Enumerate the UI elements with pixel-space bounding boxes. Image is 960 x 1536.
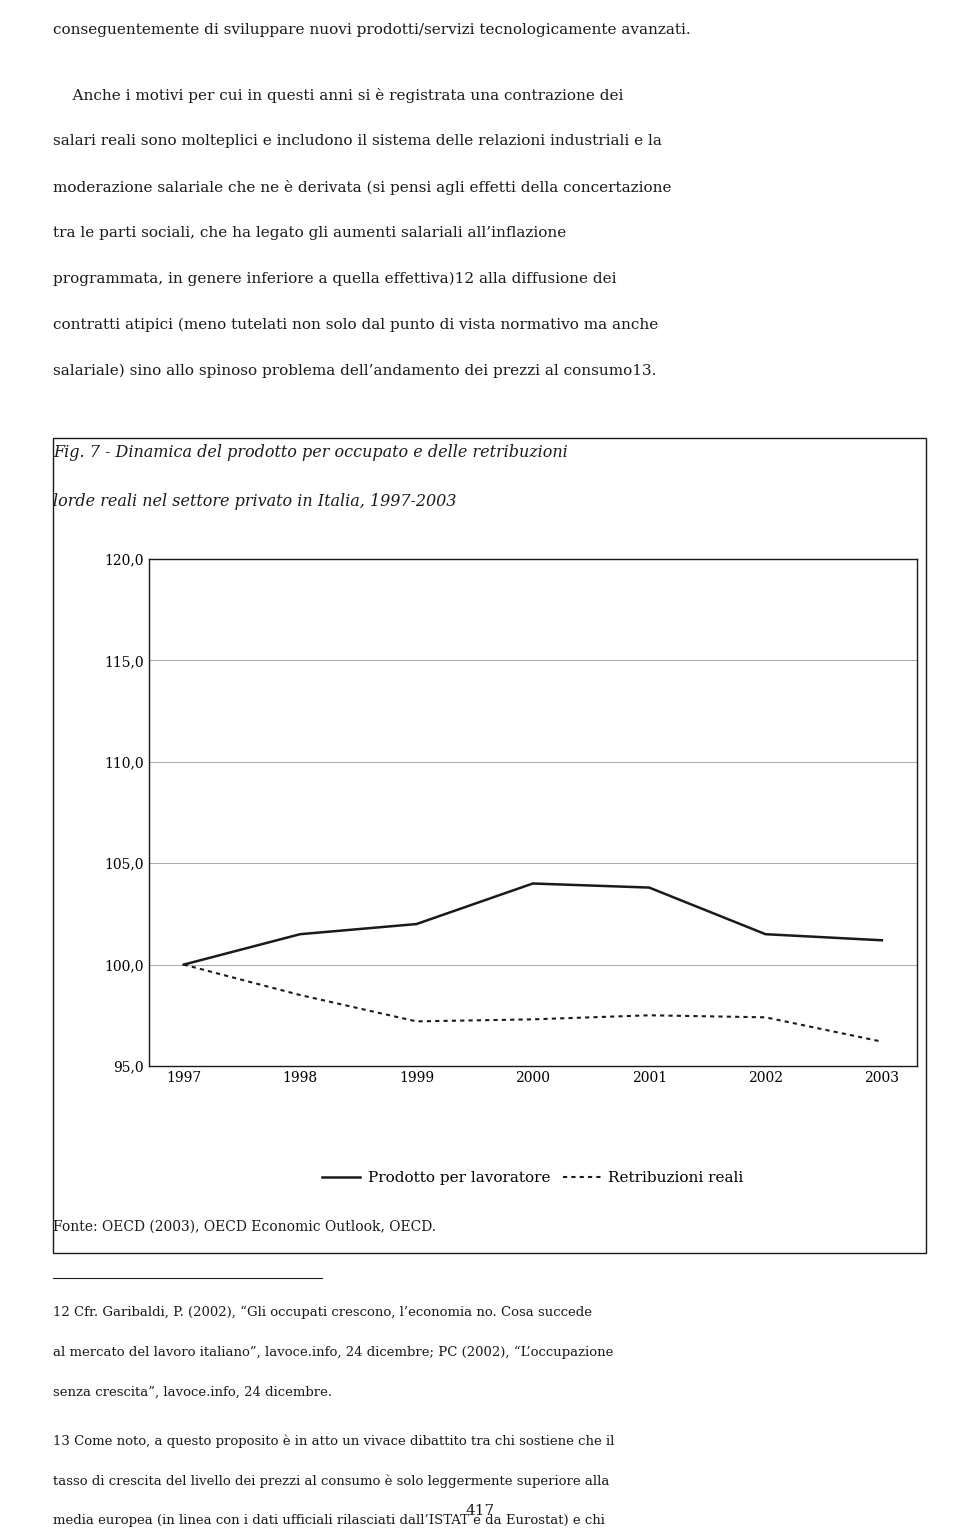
Text: moderazione salariale che ne è derivata (si pensi agli effetti della concertazio: moderazione salariale che ne è derivata … [53,180,671,195]
Text: programmata, in genere inferiore a quella effettiva)12 alla diffusione dei: programmata, in genere inferiore a quell… [53,272,616,286]
Text: media europea (in linea con i dati ufficiali rilasciati dall’ISTAT e da Eurostat: media europea (in linea con i dati uffic… [53,1514,605,1527]
Text: al mercato del lavoro italiano”, lavoce.info, 24 dicembre; PC (2002), “L’occupaz: al mercato del lavoro italiano”, lavoce.… [53,1346,613,1359]
Text: 417: 417 [466,1504,494,1518]
Bar [53,438,926,1253]
Text: conseguentemente di sviluppare nuovi prodotti/servizi tecnologicamente avanzati.: conseguentemente di sviluppare nuovi pro… [53,23,690,37]
Text: Fig. 7 - Dinamica del prodotto per occupato e delle retribuzioni: Fig. 7 - Dinamica del prodotto per occup… [53,444,567,461]
Text: contratti atipici (meno tutelati non solo dal punto di vista normativo ma anche: contratti atipici (meno tutelati non sol… [53,318,658,332]
Text: Anche i motivi per cui in questi anni si è registrata una contrazione dei: Anche i motivi per cui in questi anni si… [53,88,623,103]
Text: lorde reali nel settore privato in Italia, 1997-2003: lorde reali nel settore privato in Itali… [53,493,456,510]
Text: Fonte: OECD (2003), OECD Economic Outlook, OECD.: Fonte: OECD (2003), OECD Economic Outloo… [53,1220,436,1233]
Text: tasso di crescita del livello dei prezzi al consumo è solo leggermente superiore: tasso di crescita del livello dei prezzi… [53,1475,610,1488]
Legend: Prodotto per lavoratore, Retribuzioni reali: Prodotto per lavoratore, Retribuzioni re… [316,1164,750,1190]
Text: salariale) sino allo spinoso problema dell’andamento dei prezzi al consumo13.: salariale) sino allo spinoso problema de… [53,364,657,378]
Text: salari reali sono molteplici e includono il sistema delle relazioni industriali : salari reali sono molteplici e includono… [53,134,661,147]
Text: 12 Cfr. Garibaldi, P. (2002), “Gli occupati crescono, l’economia no. Cosa succed: 12 Cfr. Garibaldi, P. (2002), “Gli occup… [53,1306,591,1319]
Text: senza crescita”, lavoce.info, 24 dicembre.: senza crescita”, lavoce.info, 24 dicembr… [53,1385,332,1398]
Text: 13 Come noto, a questo proposito è in atto un vivace dibattito tra chi sostiene : 13 Come noto, a questo proposito è in at… [53,1435,614,1448]
Text: tra le parti sociali, che ha legato gli aumenti salariali all’inflazione: tra le parti sociali, che ha legato gli … [53,226,566,240]
